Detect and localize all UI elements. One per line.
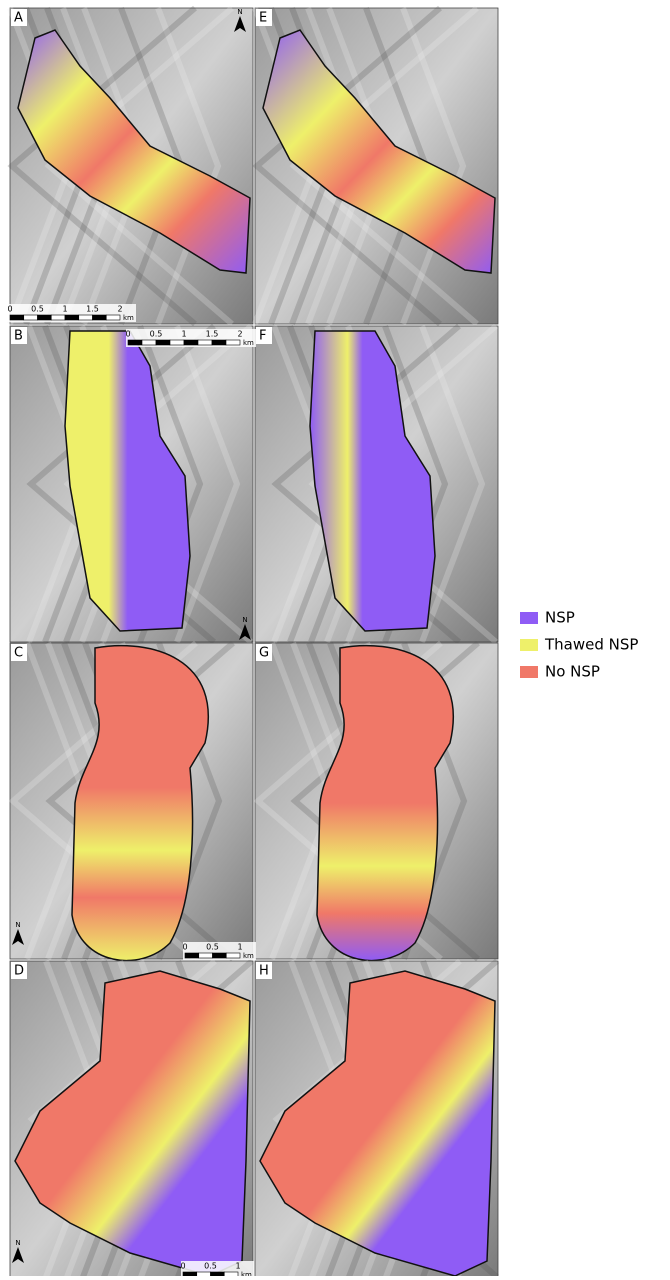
scale-seg xyxy=(38,315,52,320)
scale-seg xyxy=(226,340,240,345)
scale-tick: 1.5 xyxy=(86,305,99,314)
scale-seg xyxy=(170,340,184,345)
panel-label: H xyxy=(259,964,269,979)
scale-seg xyxy=(213,953,227,958)
scale-tick: 2 xyxy=(117,305,122,314)
scale-seg xyxy=(156,340,170,345)
scale-seg xyxy=(185,953,199,958)
scale-tick: 1 xyxy=(181,330,186,339)
legend-swatch xyxy=(520,612,538,624)
scale-unit: km xyxy=(123,314,134,322)
map-panel: D xyxy=(10,961,253,1276)
scale-seg xyxy=(24,315,38,320)
north-label: N xyxy=(15,1239,20,1247)
north-label: N xyxy=(242,616,247,624)
map-panel: H xyxy=(255,961,498,1276)
scale-seg xyxy=(106,315,120,320)
scale-bar: 0 0.5 1 1.5 2km xyxy=(7,304,136,322)
scale-seg xyxy=(93,315,107,320)
legend-swatch xyxy=(520,666,538,678)
scale-tick: 1 xyxy=(237,943,242,952)
scale-seg xyxy=(197,1272,211,1276)
scale-seg xyxy=(212,340,226,345)
scale-tick: 0 xyxy=(7,305,12,314)
scale-tick: 1.5 xyxy=(206,330,219,339)
map-panel: B xyxy=(10,326,253,642)
scale-seg xyxy=(226,953,240,958)
scale-tick: 0 xyxy=(125,330,130,339)
scale-seg xyxy=(211,1272,225,1276)
scale-seg xyxy=(184,340,198,345)
figure: ABCDEFGHNNNN00.511.52km00.511.52km00.51k… xyxy=(0,0,670,1276)
scale-seg xyxy=(10,315,24,320)
scale-tick: 0.5 xyxy=(206,943,219,952)
scale-seg xyxy=(128,340,142,345)
scale-tick: 1 xyxy=(62,305,67,314)
scale-seg xyxy=(65,315,79,320)
scale-bar: 0 0.5 1km xyxy=(182,942,256,960)
scale-tick: 0.5 xyxy=(204,1262,217,1271)
north-label: N xyxy=(237,8,242,16)
panel-label: C xyxy=(14,646,23,661)
scale-tick: 0 xyxy=(182,943,187,952)
panel-label: B xyxy=(14,329,23,344)
scale-tick: 0.5 xyxy=(150,330,163,339)
panel-label: E xyxy=(259,11,267,26)
legend-label: NSP xyxy=(545,609,575,627)
map-panel: F xyxy=(255,326,498,642)
scale-tick: 0.5 xyxy=(31,305,44,314)
map-panel: E xyxy=(255,8,498,324)
map-panel: C xyxy=(10,643,253,961)
map-panel: A xyxy=(10,8,253,324)
scale-tick: 1 xyxy=(235,1262,240,1271)
scale-tick: 0 xyxy=(180,1262,185,1271)
panel-label: A xyxy=(14,11,23,26)
legend-label: Thawed NSP xyxy=(544,636,638,654)
panel-label: F xyxy=(259,329,266,344)
scale-seg xyxy=(224,1272,238,1276)
scale-unit: km xyxy=(243,952,254,960)
legend-swatch xyxy=(520,639,538,651)
north-label: N xyxy=(15,921,20,929)
scale-tick: 2 xyxy=(237,330,242,339)
map-panel: G xyxy=(255,643,498,961)
scale-bar: 0 0.5 1 1.5 2km xyxy=(125,329,256,347)
scale-unit: km xyxy=(243,339,254,347)
panel-label: D xyxy=(14,964,24,979)
scale-unit: km xyxy=(241,1271,252,1276)
scale-seg xyxy=(198,340,212,345)
panel-label: G xyxy=(259,646,269,661)
scale-seg xyxy=(51,315,65,320)
scale-seg xyxy=(142,340,156,345)
scale-seg xyxy=(79,315,93,320)
scale-seg xyxy=(199,953,213,958)
scale-seg xyxy=(183,1272,197,1276)
legend-label: No NSP xyxy=(545,663,600,681)
scale-bar: 0 0.5 1km xyxy=(180,1261,254,1276)
